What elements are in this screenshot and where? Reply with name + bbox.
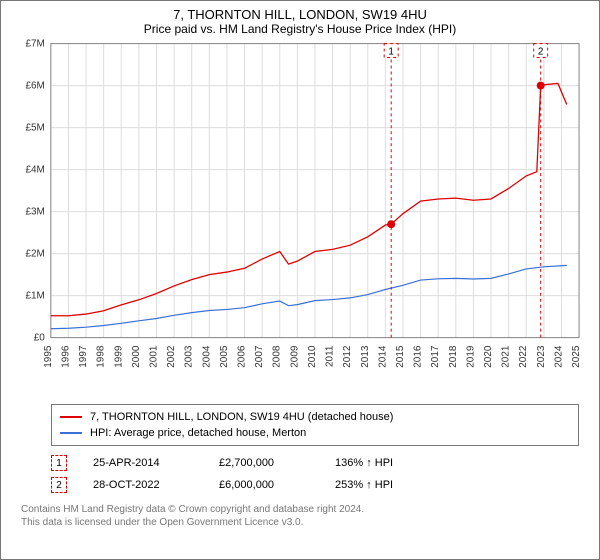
svg-text:2023: 2023 bbox=[536, 345, 547, 368]
svg-text:£2M: £2M bbox=[25, 249, 44, 260]
svg-text:2014: 2014 bbox=[377, 345, 388, 368]
event-delta: 136% ↑ HPI bbox=[335, 457, 393, 469]
svg-text:2002: 2002 bbox=[166, 345, 177, 368]
chart-area: 1 2 £0 £1M £2M £3M £4M £5M £6M £7M 1995 1996 1997 1… bbox=[1, 38, 599, 398]
svg-text:2008: 2008 bbox=[272, 345, 283, 368]
svg-text:£6M: £6M bbox=[25, 81, 44, 92]
svg-text:2017: 2017 bbox=[430, 345, 441, 368]
svg-text:2015: 2015 bbox=[395, 345, 406, 368]
footer-line1: Contains HM Land Registry data © Crown c… bbox=[21, 504, 579, 517]
svg-text:2011: 2011 bbox=[325, 345, 336, 367]
events-list: 1 25-APR-2014 £2,700,000 136% ↑ HPI 2 28-OCT-… bbox=[51, 452, 579, 496]
svg-text:£4M: £4M bbox=[25, 165, 44, 176]
title-subtitle: Price paid vs. HM Land Registry's House … bbox=[7, 22, 593, 36]
svg-text:1: 1 bbox=[388, 47, 394, 58]
svg-text:2005: 2005 bbox=[219, 345, 230, 368]
legend-swatch bbox=[60, 416, 82, 418]
footer-line2: This data is licensed under the Open Gov… bbox=[21, 517, 579, 530]
event-price: £6,000,000 bbox=[219, 479, 309, 491]
series-hpi bbox=[51, 265, 567, 328]
svg-text:2003: 2003 bbox=[184, 345, 195, 368]
svg-text:2006: 2006 bbox=[237, 345, 248, 368]
titles: 7, THORNTON HILL, LONDON, SW19 4HU Price… bbox=[1, 1, 599, 38]
event-row: 1 25-APR-2014 £2,700,000 136% ↑ HPI bbox=[51, 452, 579, 474]
svg-text:2020: 2020 bbox=[483, 345, 494, 368]
event-date: 25-APR-2014 bbox=[93, 457, 193, 469]
footer: Contains HM Land Registry data © Crown c… bbox=[21, 504, 579, 529]
svg-text:2016: 2016 bbox=[413, 345, 424, 368]
svg-text:2018: 2018 bbox=[448, 345, 459, 368]
svg-text:2025: 2025 bbox=[571, 345, 582, 368]
svg-text:2009: 2009 bbox=[289, 345, 300, 368]
price-chart: 1 2 £0 £1M £2M £3M £4M £5M £6M £7M 1995 1996 1997 1… bbox=[1, 38, 599, 398]
svg-text:1996: 1996 bbox=[60, 345, 71, 368]
figure-container: 7, THORNTON HILL, LONDON, SW19 4HU Price… bbox=[0, 0, 600, 560]
svg-text:2: 2 bbox=[538, 47, 544, 58]
svg-text:2007: 2007 bbox=[254, 345, 265, 368]
svg-text:£0: £0 bbox=[34, 333, 46, 344]
event-row: 2 28-OCT-2022 £6,000,000 253% ↑ HPI bbox=[51, 474, 579, 496]
event-delta: 253% ↑ HPI bbox=[335, 479, 393, 491]
event-marker-box: 2 bbox=[51, 477, 67, 493]
svg-text:2010: 2010 bbox=[307, 345, 318, 368]
svg-text:2001: 2001 bbox=[148, 345, 159, 368]
svg-text:1998: 1998 bbox=[96, 345, 107, 368]
svg-text:1995: 1995 bbox=[43, 345, 54, 368]
svg-text:2022: 2022 bbox=[518, 345, 529, 368]
legend: 7, THORNTON HILL, LONDON, SW19 4HU (deta… bbox=[51, 404, 579, 446]
svg-text:2013: 2013 bbox=[360, 345, 371, 368]
svg-text:1997: 1997 bbox=[78, 345, 89, 368]
svg-text:2012: 2012 bbox=[342, 345, 353, 368]
legend-label: HPI: Average price, detached house, Mert… bbox=[90, 427, 306, 439]
svg-text:2004: 2004 bbox=[201, 345, 212, 368]
svg-text:£1M: £1M bbox=[25, 291, 44, 302]
legend-row: HPI: Average price, detached house, Mert… bbox=[60, 425, 570, 441]
svg-text:£5M: £5M bbox=[25, 123, 44, 134]
event-date: 28-OCT-2022 bbox=[93, 479, 193, 491]
svg-text:2021: 2021 bbox=[501, 345, 512, 368]
svg-text:2024: 2024 bbox=[553, 345, 564, 368]
legend-label: 7, THORNTON HILL, LONDON, SW19 4HU (deta… bbox=[90, 411, 393, 423]
svg-text:2000: 2000 bbox=[131, 345, 142, 368]
legend-row: 7, THORNTON HILL, LONDON, SW19 4HU (deta… bbox=[60, 409, 570, 425]
svg-text:£3M: £3M bbox=[25, 207, 44, 218]
svg-text:£7M: £7M bbox=[25, 39, 44, 50]
event-marker-box: 1 bbox=[51, 455, 67, 471]
title-address: 7, THORNTON HILL, LONDON, SW19 4HU bbox=[7, 7, 593, 22]
svg-text:2019: 2019 bbox=[465, 345, 476, 368]
event-price: £2,700,000 bbox=[219, 457, 309, 469]
legend-swatch bbox=[60, 432, 82, 434]
series-property bbox=[51, 83, 567, 315]
svg-text:1999: 1999 bbox=[113, 345, 124, 368]
